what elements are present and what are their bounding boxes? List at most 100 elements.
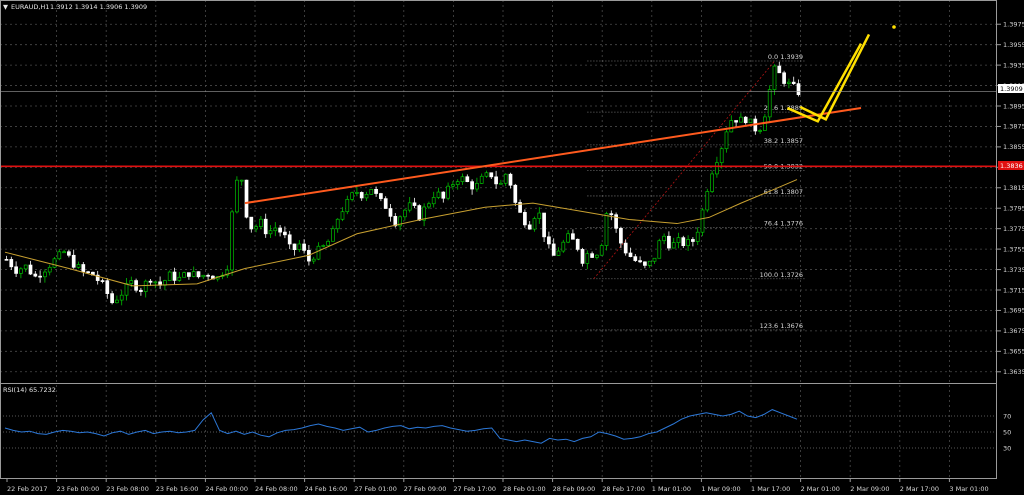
candle-body [292, 243, 297, 251]
candle-body [369, 188, 374, 195]
candle-body [311, 258, 316, 262]
price-axis-label: 1.3755 [1003, 245, 1024, 253]
candle-body [604, 213, 609, 246]
candle-body [561, 241, 566, 252]
candle-body [595, 254, 599, 258]
candle-body [110, 293, 114, 304]
candle-body [628, 252, 633, 257]
time-axis-label: 23 Feb 16:00 [156, 485, 199, 493]
candle-body [475, 183, 479, 190]
time-axis-label: 2 Mar 01:00 [801, 485, 840, 493]
price-axis-label: 1.3875 [1003, 123, 1024, 131]
candle-body [499, 182, 503, 185]
time-axis-label: 24 Feb 16:00 [305, 485, 348, 493]
price-axis-label: 1.3795 [1003, 205, 1024, 213]
candle-body [614, 214, 618, 229]
candle-body [667, 235, 671, 249]
candle-body [124, 283, 129, 296]
candle-body [273, 227, 278, 232]
candle-body [796, 83, 801, 96]
candle-body [383, 198, 388, 209]
candle-body [206, 274, 210, 277]
candle-body [575, 238, 580, 250]
candle-body [739, 116, 743, 123]
candle-body [331, 228, 335, 242]
time-axis-label: 23 Feb 00:00 [57, 485, 100, 493]
candle-body [28, 264, 33, 275]
price-axis-label: 1.3935 [1003, 61, 1024, 69]
candle-body [719, 148, 724, 164]
candle-body [119, 294, 124, 301]
candle-body [254, 226, 258, 230]
time-axis-label: 1 Mar 09:00 [701, 485, 740, 493]
time-axis-label: 27 Feb 01:00 [354, 485, 397, 493]
candle-body [235, 179, 239, 213]
price-axis-label: 1.3675 [1003, 327, 1024, 335]
candle-body [460, 176, 465, 182]
candle-body [547, 236, 551, 245]
candle-body [787, 81, 791, 84]
candle-body [691, 239, 695, 242]
candle-body [167, 271, 172, 281]
candle-body [14, 266, 18, 274]
time-axis-label: 2 Mar 09:00 [850, 485, 889, 493]
candle-body [542, 212, 546, 238]
candle-body [619, 227, 623, 244]
candle-body [143, 280, 148, 292]
candle-body [393, 216, 398, 227]
price-axis-label: 1.3955 [1003, 41, 1024, 49]
candle-body [81, 264, 86, 273]
candle-body [609, 213, 614, 216]
candle-body [139, 289, 143, 292]
candle-body [700, 209, 705, 233]
time-axis-label: 23 Feb 08:00 [106, 485, 149, 493]
candle-body [734, 120, 738, 123]
time-axis-label: 1 Mar 17:00 [751, 485, 790, 493]
candle-body [100, 280, 105, 282]
candle-body [398, 216, 402, 227]
symbol-label: EURAUD,H1 [11, 3, 49, 11]
candle-body [172, 271, 177, 281]
candle-body [364, 194, 369, 199]
candle-body [129, 280, 134, 284]
candle-body [556, 250, 561, 256]
candle-body [9, 259, 14, 268]
chart-menu-icon[interactable]: ▼ [3, 3, 8, 11]
price-axis-label: 1.3775 [1003, 225, 1024, 233]
candle-body [302, 243, 306, 251]
candle-body [86, 271, 90, 274]
candle-body [633, 256, 638, 261]
price-axis-label: 1.3815 [1003, 184, 1024, 192]
time-axis-label: 28 Feb 17:00 [602, 485, 645, 493]
candle-body [239, 179, 244, 182]
candle-body [494, 176, 498, 185]
candle-body [537, 212, 542, 219]
candle-body [518, 202, 522, 213]
candle-body [743, 116, 748, 124]
candle-body [748, 118, 753, 124]
candle-body [436, 191, 441, 198]
rsi-axis-label: 50 [1003, 428, 1011, 436]
candle-body [71, 254, 76, 268]
candle-body [359, 192, 364, 199]
current-price-tag: 1.3909 [1000, 85, 1023, 93]
time-axis-label: 28 Feb 09:00 [553, 485, 596, 493]
candle-body [249, 216, 254, 230]
candle-body [47, 266, 52, 273]
time-axis-label: 1 Mar 01:00 [652, 485, 691, 493]
candle-body [67, 251, 71, 256]
trendline [244, 107, 862, 205]
candle-body [182, 272, 186, 278]
time-axis-label: 3 Mar 01:00 [949, 485, 988, 493]
candle-body [455, 181, 460, 185]
price-axis-label: 1.3715 [1003, 286, 1024, 294]
candle-body [379, 193, 383, 199]
projection-arrow [786, 43, 863, 123]
candles [4, 61, 801, 306]
candle-body [446, 185, 450, 199]
candle-body [686, 239, 690, 247]
candle-body [230, 211, 234, 271]
candle-body [263, 218, 268, 235]
